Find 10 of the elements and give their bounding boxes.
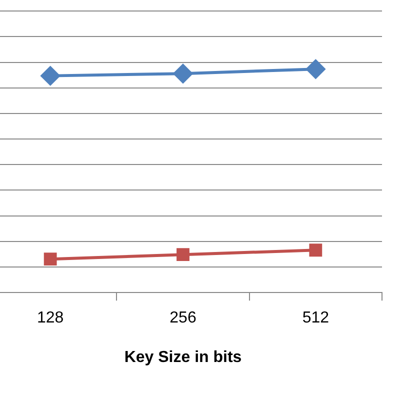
x-tick-label: 512 xyxy=(302,310,330,327)
x-tick-label: 128 xyxy=(36,310,64,327)
x-tick-label: 256 xyxy=(170,310,196,327)
x-axis-title: Key Size in bits xyxy=(124,348,242,366)
point xyxy=(40,66,60,86)
point xyxy=(176,248,190,262)
point xyxy=(44,252,57,266)
point xyxy=(309,244,322,257)
point xyxy=(174,64,192,84)
point xyxy=(306,60,326,79)
